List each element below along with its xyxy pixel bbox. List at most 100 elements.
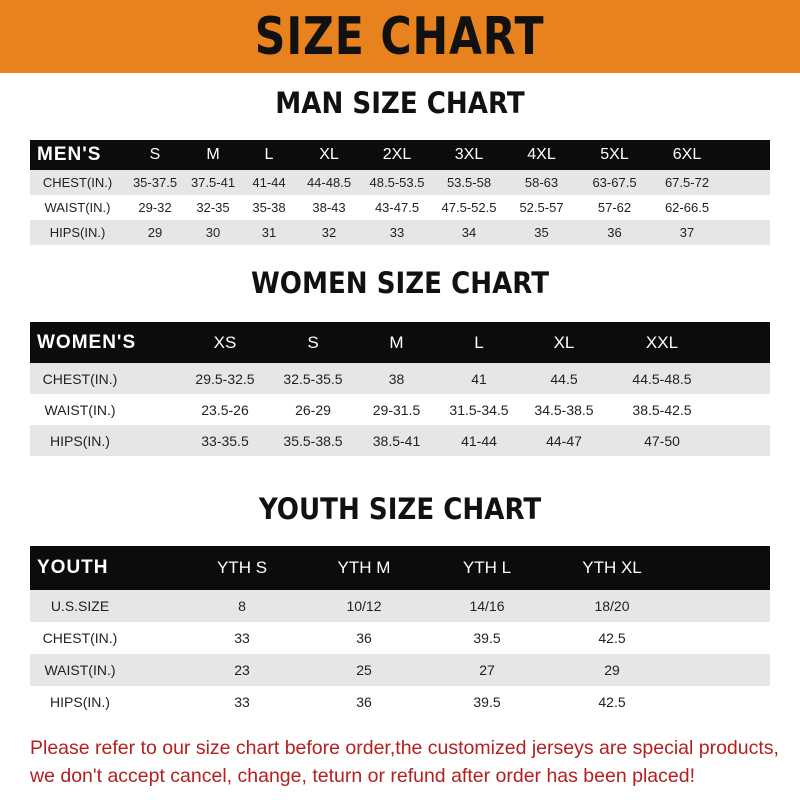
measurement-cell: 23.5-26	[201, 401, 249, 418]
measurement-cell: 32.5-35.5	[283, 370, 343, 387]
row-label: CHEST(IN.)	[42, 630, 118, 646]
order-note: Please refer to our size chart before or…	[30, 734, 790, 790]
measurement-cell: 35	[534, 225, 549, 240]
row-label: CHEST(IN.)	[42, 370, 118, 387]
measurement-cell: 29.5-32.5	[195, 370, 255, 387]
men-size-table: MEN'S S M L XL 2XL 3XL 4XL 5XL 6XL CHEST(IN.) 35-37…	[30, 140, 770, 245]
size-header: 6XL	[672, 146, 702, 163]
table-label: YOUTH	[37, 557, 109, 578]
measurement-cell: 38.5-41	[372, 432, 421, 449]
measurement-cell: 35.5-38.5	[283, 432, 343, 449]
measurement-cell: 27	[479, 662, 495, 678]
table-row: CHEST(IN.) 29.5-32.5 32.5-35.5 38 41 44.5 44.5…	[30, 363, 770, 394]
table-row: CHEST(IN.) 33 36 39.5 42.5	[30, 622, 770, 654]
row-label: HIPS(IN.)	[49, 225, 106, 240]
size-header: M	[389, 332, 404, 352]
measurement-cell: 33	[234, 694, 250, 710]
measurement-cell: 53.5-58	[446, 175, 492, 190]
table-row: HIPS(IN.) 29 30 31 32 33 34 35 36 37	[30, 220, 770, 245]
measurement-cell: 29	[147, 225, 163, 240]
measurement-cell: 36	[356, 694, 372, 710]
measurement-cell: 37.5-41	[190, 175, 236, 190]
size-header: S	[149, 146, 161, 163]
measurement-cell: 39.5	[473, 630, 501, 646]
header-row: YOUTH YTH S YTH M YTH L YTH XL	[30, 546, 770, 590]
measurement-cell: 35-37.5	[132, 175, 178, 190]
youth-title: YOUTH SIZE CHART	[258, 492, 542, 526]
table-row: WAIST(IN.) 29-32 32-35 35-38 38-43 43-47.5 47.…	[30, 195, 770, 220]
row-label: WAIST(IN.)	[44, 200, 111, 215]
size-header: L	[264, 146, 274, 163]
measurement-cell: 44.5	[550, 370, 578, 387]
table-row: WAIST(IN.) 23.5-26 26-29 29-31.5 31.5-34.5 34…	[30, 394, 770, 425]
measurement-cell: 10/12	[346, 598, 382, 614]
measurement-cell: 43-47.5	[374, 200, 420, 215]
size-header: XXL	[645, 332, 679, 352]
measurement-cell: 42.5	[598, 694, 626, 710]
measurement-cell: 29	[604, 662, 620, 678]
youth-size-table: YOUTH YTH S YTH M YTH L YTH XL U.S.SIZE 8 10/12…	[30, 546, 770, 718]
measurement-cell: 39.5	[473, 694, 501, 710]
row-label: WAIST(IN.)	[44, 662, 116, 678]
table-row: CHEST(IN.) 35-37.5 37.5-41 41-44 44-48.5 48.5…	[30, 170, 770, 195]
measurement-cell: 36	[356, 630, 372, 646]
row-label: CHEST(IN.)	[42, 175, 113, 190]
size-header: S	[307, 332, 319, 352]
measurement-cell: 52.5-57	[519, 200, 564, 215]
measurement-cell: 58-63	[524, 175, 559, 190]
measurement-cell: 14/16	[469, 598, 505, 614]
size-header: 5XL	[600, 146, 629, 163]
size-header: YTH L	[462, 558, 512, 577]
men-title: MAN SIZE CHART	[275, 86, 525, 120]
measurement-cell: 57-62	[597, 200, 632, 215]
measurement-cell: 18/20	[594, 598, 630, 614]
measurement-cell: 62-66.5	[664, 200, 710, 215]
measurement-cell: 34.5-38.5	[534, 401, 594, 418]
measurement-cell: 35-38	[252, 200, 286, 215]
size-header: XL	[319, 146, 339, 163]
measurement-cell: 41-44	[252, 175, 286, 190]
measurement-cell: 38.5-42.5	[632, 401, 692, 418]
measurement-cell: 34	[461, 225, 477, 240]
measurement-cell: 41	[471, 370, 487, 387]
row-label: HIPS(IN.)	[50, 432, 110, 449]
banner: SIZE CHART	[0, 0, 800, 73]
measurement-cell: 37	[679, 225, 695, 240]
measurement-cell: 48.5-53.5	[369, 175, 425, 190]
size-header: YTH M	[337, 558, 391, 577]
women-size-table: WOMEN'S XS S M L XL XXL CHEST(IN.) 29.5-32.5 32.5…	[30, 322, 770, 456]
measurement-cell: 32	[321, 225, 337, 240]
table-row: HIPS(IN.) 33-35.5 35.5-38.5 38.5-41 41-44 44-…	[30, 425, 770, 456]
banner-title: SIZE CHART	[255, 6, 545, 67]
header-row: MEN'S S M L XL 2XL 3XL 4XL 5XL 6XL	[30, 140, 770, 170]
size-header: L	[474, 332, 484, 352]
size-header: 2XL	[382, 146, 412, 163]
measurement-cell: 25	[356, 662, 372, 678]
row-label: WAIST(IN.)	[44, 401, 116, 418]
table-row: HIPS(IN.) 33 36 39.5 42.5	[30, 686, 770, 718]
size-header: YTH S	[216, 558, 268, 577]
header-row: WOMEN'S XS S M L XL XXL	[30, 322, 770, 363]
women-title: WOMEN SIZE CHART	[251, 266, 549, 300]
measurement-cell: 30	[205, 225, 221, 240]
size-header: XS	[213, 332, 237, 352]
table-label: WOMEN'S	[37, 331, 137, 353]
measurement-cell: 26-29	[295, 401, 331, 418]
measurement-cell: 44.5-48.5	[632, 370, 692, 387]
size-header: XL	[553, 332, 575, 352]
measurement-cell: 23	[234, 662, 250, 678]
measurement-cell: 32-35	[196, 200, 230, 215]
table-label: MEN'S	[37, 144, 102, 165]
measurement-cell: 44-48.5	[306, 175, 352, 190]
measurement-cell: 42.5	[598, 630, 626, 646]
measurement-cell: 38	[388, 370, 405, 387]
size-header: 4XL	[527, 146, 556, 163]
measurement-cell: 47.5-52.5	[441, 200, 497, 215]
measurement-cell: 33	[234, 630, 250, 646]
measurement-cell: 8	[238, 598, 246, 614]
measurement-cell: 36	[607, 225, 622, 240]
measurement-cell: 38-43	[312, 200, 346, 215]
table-row: WAIST(IN.) 23 25 27 29	[30, 654, 770, 686]
row-label: HIPS(IN.)	[50, 694, 110, 710]
size-header: M	[206, 146, 220, 163]
